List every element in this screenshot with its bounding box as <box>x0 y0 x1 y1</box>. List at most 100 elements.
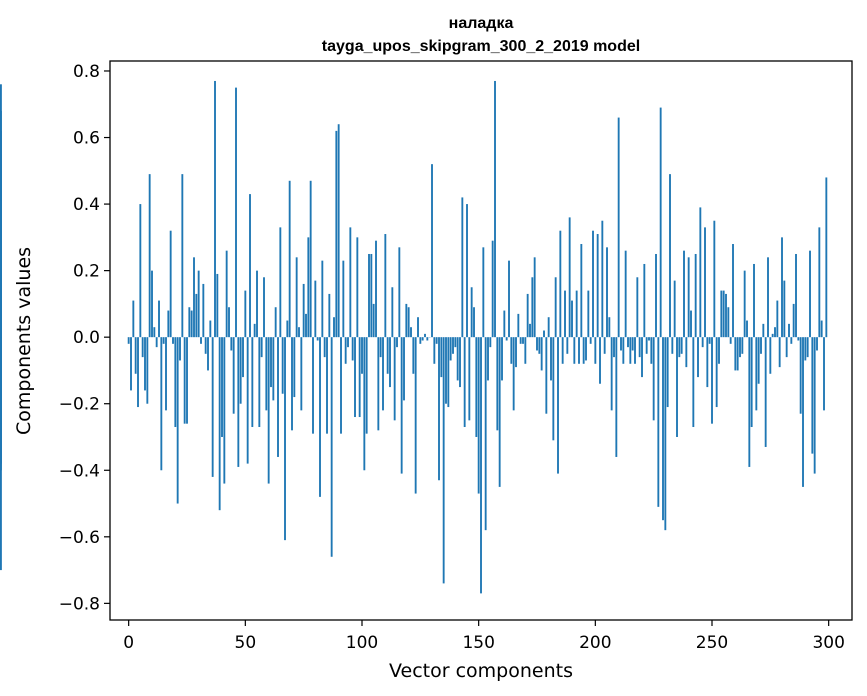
bar <box>477 337 480 494</box>
bar <box>426 337 429 341</box>
bar <box>447 337 450 408</box>
bar <box>610 337 613 411</box>
bar <box>664 337 667 531</box>
bar <box>531 277 534 338</box>
bar <box>286 320 289 338</box>
bar <box>582 337 585 364</box>
bar <box>365 337 368 434</box>
bar <box>258 337 261 428</box>
bar <box>242 337 244 378</box>
bar <box>375 240 377 338</box>
bar <box>265 337 268 411</box>
bar <box>186 337 188 424</box>
bar <box>454 337 457 348</box>
bar <box>704 227 706 338</box>
bar <box>788 323 790 338</box>
y-axis-ticks: −0.8 −0.6 −0.4 −0.2 0.0 0.2 0.4 0.6 0.8 <box>59 62 110 614</box>
chart-subtitle: tayga_upos_skipgram_300_2_2019 model <box>322 38 640 55</box>
bar <box>697 337 699 378</box>
bar <box>739 337 741 358</box>
bar <box>305 313 307 338</box>
bar <box>456 337 459 381</box>
bar <box>762 323 765 338</box>
bar <box>272 337 275 401</box>
bar <box>515 337 517 368</box>
bar <box>372 303 375 338</box>
bar <box>463 337 466 428</box>
bar <box>473 307 475 338</box>
bar <box>564 290 566 338</box>
bar <box>496 337 499 431</box>
bar <box>764 337 767 447</box>
bar <box>158 300 160 338</box>
bar <box>309 180 312 338</box>
bar <box>202 283 205 338</box>
bar <box>589 337 592 344</box>
bar <box>540 337 543 371</box>
bar <box>232 337 235 414</box>
bar <box>487 337 489 381</box>
bar <box>599 337 601 384</box>
bar <box>529 323 531 338</box>
bar <box>141 337 144 358</box>
bar <box>274 307 277 338</box>
bar <box>358 337 361 418</box>
bar <box>678 337 681 358</box>
bar <box>545 337 548 414</box>
bar <box>468 337 471 421</box>
bar <box>181 174 184 338</box>
bars-group <box>0 80 828 594</box>
bar <box>475 337 478 437</box>
bar <box>134 337 137 374</box>
bar <box>732 244 734 338</box>
bar <box>662 337 664 521</box>
x-tick-label: 100 <box>346 633 378 653</box>
bar <box>592 230 594 338</box>
bar <box>669 174 671 338</box>
y-tick-label: 0.8 <box>73 62 100 82</box>
bar <box>522 337 524 344</box>
bar <box>200 337 202 344</box>
bar <box>421 337 424 341</box>
bar <box>818 227 821 338</box>
bar <box>466 204 468 338</box>
bar <box>813 337 816 474</box>
bar <box>155 337 158 348</box>
bar <box>825 177 828 338</box>
bar <box>162 337 165 344</box>
bar <box>806 337 809 358</box>
bar <box>790 337 793 344</box>
y-axis-label: Components values <box>13 247 35 435</box>
bar <box>673 280 676 338</box>
bar <box>228 307 230 338</box>
bar <box>130 337 132 391</box>
y-tick-label: 0.2 <box>73 262 100 282</box>
bar <box>608 317 611 338</box>
bar <box>127 337 130 344</box>
bar <box>659 107 662 338</box>
bar <box>699 207 702 338</box>
x-tick-label: 250 <box>696 633 728 653</box>
bar <box>648 337 650 341</box>
bar <box>741 337 744 354</box>
bar <box>603 337 606 354</box>
bar <box>195 293 198 338</box>
bar <box>645 337 648 354</box>
bar <box>403 337 405 401</box>
bar <box>300 337 303 411</box>
bar <box>482 247 485 338</box>
x-axis-label: Vector components <box>389 660 573 682</box>
bar <box>736 337 739 371</box>
bar <box>650 337 653 364</box>
bar <box>767 257 769 338</box>
bar <box>351 337 354 361</box>
bar <box>694 253 697 338</box>
x-tick-label: 300 <box>812 633 844 653</box>
bar <box>239 337 242 404</box>
bar <box>354 337 356 418</box>
bar <box>263 277 265 338</box>
bar <box>391 287 394 338</box>
bar <box>804 337 807 361</box>
x-axis-ticks: 0 50 100 150 200 250 300 <box>123 620 845 653</box>
